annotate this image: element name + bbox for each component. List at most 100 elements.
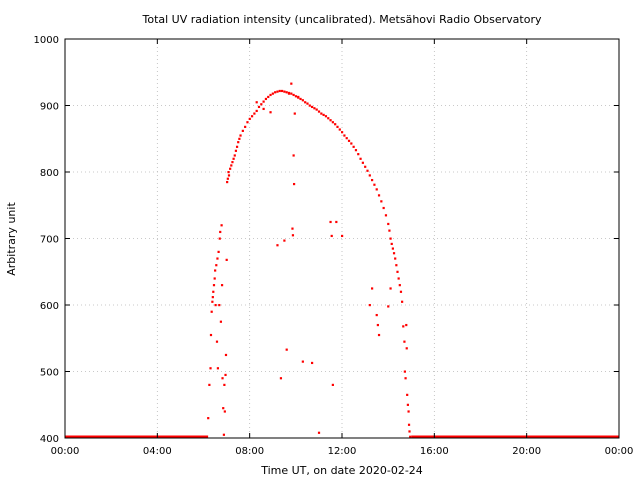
- data-point: [404, 377, 407, 380]
- data-point: [329, 220, 332, 224]
- data-point: [327, 117, 330, 120]
- data-point: [304, 101, 307, 104]
- data-point: [278, 89, 281, 93]
- data-point: [285, 348, 288, 351]
- data-point: [330, 234, 333, 238]
- data-point: [276, 244, 279, 247]
- data-point: [322, 113, 325, 117]
- data-point: [292, 182, 296, 186]
- data-point: [324, 115, 328, 118]
- data-point: [338, 128, 341, 131]
- data-point: [239, 134, 242, 137]
- data-point: [341, 131, 344, 134]
- data-point: [398, 284, 401, 287]
- data-point: [306, 102, 309, 105]
- data-point: [276, 90, 279, 93]
- data-point: [234, 149, 238, 152]
- data-point: [291, 227, 294, 230]
- data-point: [232, 157, 235, 160]
- y-tick-label: 600: [40, 301, 59, 312]
- data-point: [271, 92, 274, 95]
- data-point: [213, 277, 216, 280]
- data-point: [399, 290, 403, 293]
- data-point: [233, 154, 236, 157]
- data-point: [336, 125, 339, 128]
- data-point: [246, 121, 249, 124]
- data-point: [387, 222, 390, 226]
- data-point: [329, 119, 332, 122]
- data-point: [403, 340, 406, 343]
- data-point: [310, 361, 314, 365]
- data-points: [65, 82, 619, 439]
- data-point: [215, 264, 218, 267]
- data-point: [407, 410, 410, 413]
- data-point: [405, 347, 408, 350]
- data-point: [403, 370, 406, 373]
- x-tick-label: 04:00: [143, 446, 172, 457]
- data-point: [262, 100, 265, 103]
- data-point: [274, 91, 277, 94]
- x-tick-label: 08:00: [235, 446, 264, 457]
- data-point: [409, 435, 412, 438]
- data-point: [294, 95, 298, 98]
- data-point: [373, 183, 376, 186]
- data-point: [229, 167, 232, 170]
- data-point: [244, 125, 247, 128]
- data-point: [317, 110, 321, 113]
- data-point: [241, 129, 244, 132]
- data-point: [406, 403, 409, 406]
- data-point: [371, 178, 374, 182]
- data-point: [283, 90, 286, 93]
- data-point: [299, 97, 302, 101]
- data-point: [382, 206, 385, 210]
- data-point: [224, 353, 228, 357]
- y-tick-label: 400: [40, 434, 59, 445]
- data-point: [218, 304, 221, 307]
- data-point: [313, 107, 316, 110]
- x-tick-label: 20:00: [512, 446, 541, 457]
- data-point: [217, 250, 220, 253]
- data-point: [357, 153, 360, 156]
- data-point: [390, 242, 393, 246]
- data-point: [237, 141, 240, 144]
- data-point: [331, 121, 334, 124]
- data-point: [262, 107, 265, 111]
- data-point: [212, 284, 216, 287]
- y-axis-label: Arbitrary unit: [5, 202, 18, 276]
- y-tick-label: 1000: [34, 35, 59, 46]
- data-point: [267, 95, 270, 99]
- data-point: [255, 109, 258, 113]
- data-point: [222, 433, 226, 436]
- data-point: [405, 323, 408, 327]
- data-point: [219, 320, 223, 323]
- data-point: [248, 117, 251, 120]
- data-point: [220, 284, 224, 287]
- data-point: [230, 164, 233, 167]
- data-point: [361, 161, 364, 164]
- data-point: [347, 139, 351, 142]
- data-point: [292, 93, 295, 97]
- data-point: [291, 234, 295, 237]
- data-point: [406, 393, 409, 396]
- data-point: [377, 194, 381, 197]
- data-point: [402, 325, 405, 328]
- x-tick-label: 16:00: [420, 446, 449, 457]
- data-point: [396, 270, 399, 273]
- data-point: [210, 310, 213, 313]
- data-point: [350, 142, 353, 145]
- data-point: [226, 180, 229, 184]
- data-point: [214, 304, 217, 307]
- data-point: [264, 97, 268, 101]
- data-point: [226, 177, 229, 180]
- data-point: [320, 112, 323, 115]
- x-tick-label: 12:00: [328, 446, 357, 457]
- data-point: [253, 112, 256, 115]
- data-point: [315, 108, 318, 111]
- data-point: [224, 373, 227, 377]
- data-point: [341, 234, 344, 238]
- data-point: [280, 89, 284, 93]
- data-point: [255, 101, 258, 104]
